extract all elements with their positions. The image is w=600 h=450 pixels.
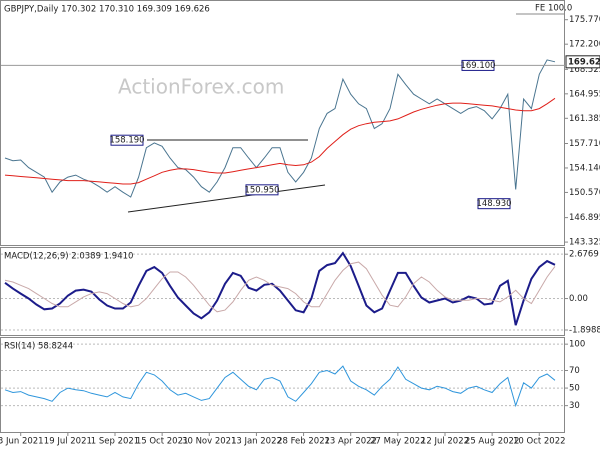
annotation-label: 148.930 <box>476 199 511 209</box>
annotation-label: 158.190 <box>109 136 144 146</box>
y-tick-label: 157.710 <box>569 139 600 149</box>
x-tick-label: 13 Jan 2022 <box>231 437 282 447</box>
y-tick-label: 70 <box>569 366 580 376</box>
y-tick-label: 2.6769 <box>569 250 599 260</box>
y-tick-label: 168.525 <box>569 65 600 75</box>
y-tick-label: 143.325 <box>569 238 600 248</box>
main-panel <box>0 0 565 246</box>
x-tick-label: 13 Apr 2022 <box>324 437 377 447</box>
series-line <box>4 261 556 313</box>
y-tick-label: 175.770 <box>569 15 600 25</box>
annotation-box <box>245 184 279 196</box>
y-tick-label: 50 <box>569 384 580 394</box>
y-tick-label: 154.140 <box>569 163 600 173</box>
fe-label: FE 100.0 <box>535 4 572 14</box>
series-line <box>4 97 556 185</box>
macd-panel <box>0 247 565 336</box>
annotation-box <box>477 198 511 210</box>
series-line <box>4 251 556 326</box>
y-tick-label: 164.955 <box>569 89 600 99</box>
x-tick-label: 3 Jun 2021 <box>0 437 44 447</box>
y-tick-label: 146.895 <box>569 213 600 223</box>
x-tick-label: 10 Oct 2022 <box>513 437 566 447</box>
annotation-label: 169.100 <box>460 61 495 71</box>
y-tick-label: 100 <box>569 340 585 350</box>
y-tick-label: 0.00 <box>569 294 588 304</box>
y-tick-label: 30 <box>569 401 580 411</box>
x-tick-label: 12 Jul 2022 <box>421 437 469 447</box>
panel-title: MACD(12,26,9) 2.0389 1.9410 <box>4 252 133 262</box>
x-tick-label: 1 Sep 2021 <box>91 437 139 447</box>
x-tick-label: 28 Feb 2022 <box>277 437 330 447</box>
last-price-box <box>565 55 600 69</box>
annotation-box <box>110 134 144 146</box>
y-tick-label: -1.8988 <box>569 326 600 336</box>
panel-title: GBPJPY,Daily 170.302 170.310 169.309 169… <box>4 5 210 15</box>
series-line <box>4 59 556 198</box>
series-line <box>4 365 556 408</box>
watermark: ActionForex.com <box>118 75 284 99</box>
x-tick-label: 25 Aug 2022 <box>465 437 519 447</box>
x-tick-label: 19 Jul 2021 <box>44 437 92 447</box>
x-tick-label: 27 May 2022 <box>370 437 425 447</box>
annotation-box <box>461 59 495 71</box>
y-tick-label: 172.200 <box>569 40 600 50</box>
last-price-label: 169.626 <box>568 57 600 67</box>
rsi-panel <box>0 337 565 433</box>
y-tick-label: 150.570 <box>569 188 600 198</box>
trend-line <box>127 184 326 213</box>
x-tick-label: 15 Oct 2021 <box>136 437 189 447</box>
annotation-label: 150.950 <box>244 185 279 195</box>
x-tick-label: 30 Nov 2021 <box>182 437 236 447</box>
panel-title: RSI(14) 58.8244 <box>4 342 73 352</box>
y-tick-label: 161.385 <box>569 114 600 124</box>
